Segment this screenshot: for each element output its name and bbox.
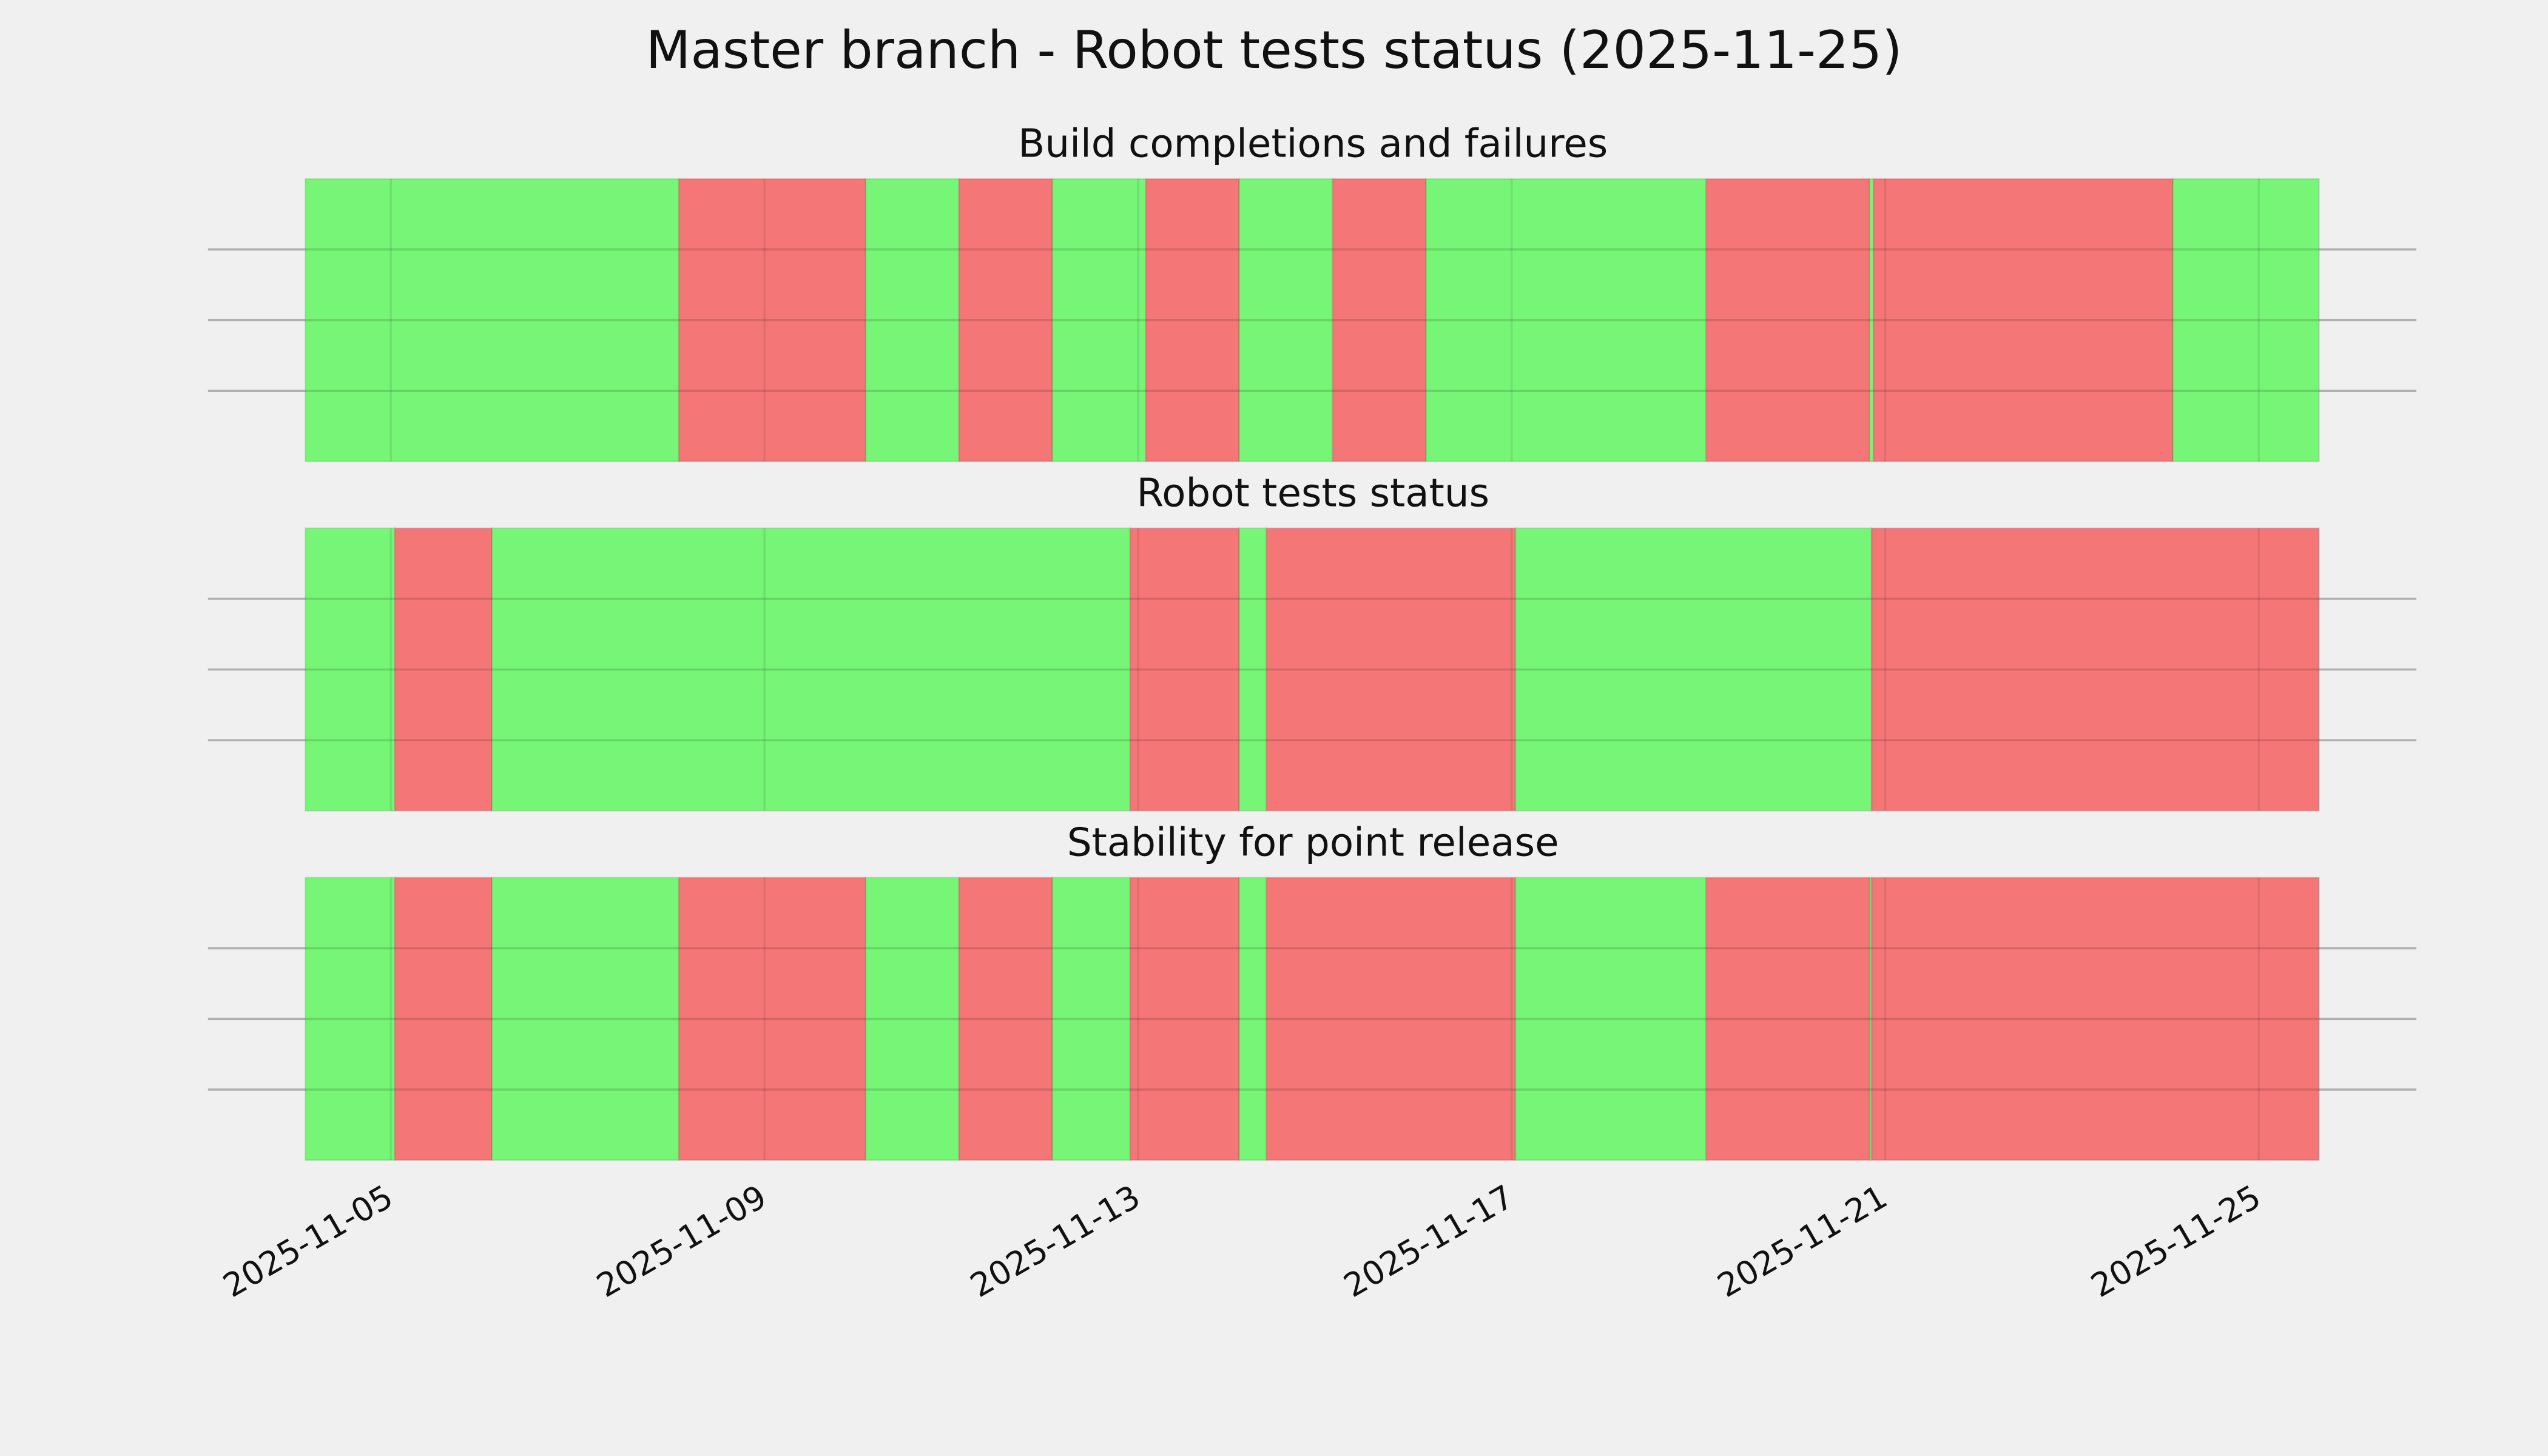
status-span xyxy=(394,877,493,1161)
panel-title: Build completions and failures xyxy=(1018,121,1608,167)
status-span xyxy=(1870,877,2320,1161)
status-span xyxy=(864,877,960,1161)
status-span xyxy=(1514,877,1707,1161)
status-span xyxy=(1238,527,1267,812)
status-span xyxy=(1514,527,1873,812)
status-span xyxy=(304,877,396,1161)
status-span xyxy=(394,527,493,812)
panel-title: Robot tests status xyxy=(1136,471,1489,516)
status-span xyxy=(304,178,680,463)
status-span xyxy=(1145,178,1241,463)
status-span xyxy=(678,877,867,1161)
status-span xyxy=(491,877,680,1161)
status-span xyxy=(1051,178,1147,463)
status-span xyxy=(958,178,1054,463)
status-span xyxy=(1266,527,1517,812)
status-span xyxy=(1332,178,1427,463)
status-span xyxy=(1705,877,1871,1161)
status-span xyxy=(304,527,396,812)
status-span xyxy=(1129,877,1241,1161)
status-span xyxy=(1872,178,2174,463)
status-span xyxy=(1238,178,1333,463)
panel-title: Stability for point release xyxy=(1067,820,1559,865)
chart-title: Master branch - Robot tests status (2025… xyxy=(645,20,1902,81)
status-span xyxy=(1129,527,1241,812)
status-span xyxy=(1869,178,1875,463)
status-span xyxy=(1425,178,1707,463)
status-span xyxy=(2172,178,2320,463)
status-span xyxy=(491,527,1131,812)
status-span xyxy=(1266,877,1517,1161)
status-span xyxy=(1870,527,2320,812)
status-span xyxy=(1705,178,1871,463)
